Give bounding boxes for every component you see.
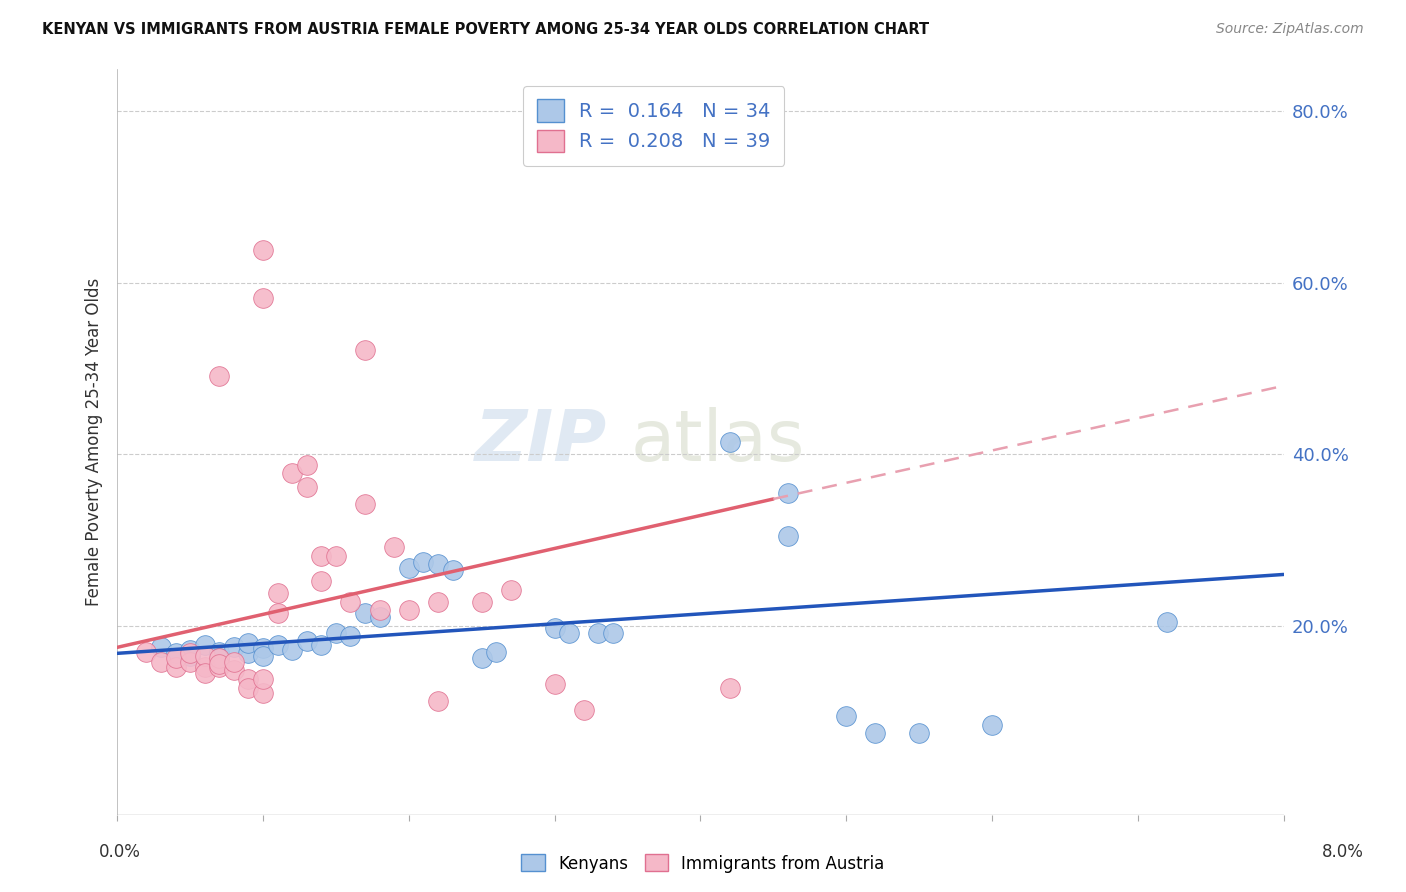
Point: [908, 726, 931, 740]
Point: [398, 560, 420, 574]
Text: Source: ZipAtlas.com: Source: ZipAtlas.com: [1216, 22, 1364, 37]
Point: [398, 603, 420, 617]
Y-axis label: Female Poverty Among 25-34 Year Olds: Female Poverty Among 25-34 Year Olds: [86, 277, 103, 606]
Point: [543, 677, 565, 691]
Point: [368, 603, 391, 617]
Point: [266, 606, 288, 620]
Point: [266, 638, 288, 652]
Point: [208, 368, 231, 383]
Point: [165, 646, 187, 660]
Point: [325, 549, 347, 563]
Point: [135, 645, 157, 659]
Point: [426, 694, 449, 708]
Point: [252, 244, 274, 258]
Point: [295, 480, 318, 494]
Point: [194, 666, 217, 681]
Point: [165, 651, 187, 665]
Point: [426, 557, 449, 571]
Point: [252, 686, 274, 700]
Point: [194, 648, 217, 663]
Point: [776, 486, 799, 500]
Text: ZIP: ZIP: [475, 407, 607, 476]
Point: [252, 641, 274, 656]
Point: [981, 717, 1004, 731]
Point: [311, 549, 333, 563]
Point: [149, 655, 172, 669]
Point: [165, 660, 187, 674]
Point: [441, 563, 464, 577]
Point: [311, 638, 333, 652]
Point: [776, 529, 799, 543]
Point: [238, 672, 260, 686]
Point: [354, 606, 377, 620]
Point: [238, 681, 260, 695]
Point: [1156, 615, 1178, 629]
Point: [485, 645, 508, 659]
Point: [194, 660, 217, 674]
Point: [266, 586, 288, 600]
Point: [588, 625, 610, 640]
Point: [835, 709, 858, 723]
Text: 0.0%: 0.0%: [98, 843, 141, 861]
Point: [412, 555, 434, 569]
Legend: Kenyans, Immigrants from Austria: Kenyans, Immigrants from Austria: [515, 847, 891, 880]
Point: [252, 648, 274, 663]
Point: [295, 458, 318, 472]
Point: [471, 651, 494, 665]
Point: [179, 648, 201, 663]
Point: [281, 643, 304, 657]
Point: [426, 595, 449, 609]
Legend: R =  0.164   N = 34, R =  0.208   N = 39: R = 0.164 N = 34, R = 0.208 N = 39: [523, 86, 785, 166]
Point: [149, 640, 172, 655]
Point: [325, 625, 347, 640]
Point: [368, 610, 391, 624]
Point: [339, 595, 361, 609]
Point: [179, 646, 201, 660]
Point: [865, 726, 887, 740]
Point: [179, 643, 201, 657]
Point: [471, 595, 494, 609]
Point: [238, 636, 260, 650]
Point: [295, 634, 318, 648]
Point: [208, 645, 231, 659]
Text: 8.0%: 8.0%: [1322, 843, 1364, 861]
Point: [281, 467, 304, 481]
Point: [718, 681, 741, 695]
Point: [238, 646, 260, 660]
Point: [208, 651, 231, 665]
Point: [572, 703, 595, 717]
Point: [718, 434, 741, 449]
Point: [339, 629, 361, 643]
Point: [602, 625, 624, 640]
Point: [208, 657, 231, 672]
Point: [354, 497, 377, 511]
Point: [208, 660, 231, 674]
Point: [194, 638, 217, 652]
Point: [252, 291, 274, 305]
Point: [222, 664, 245, 678]
Point: [543, 621, 565, 635]
Point: [354, 343, 377, 357]
Point: [499, 582, 522, 597]
Point: [222, 655, 245, 669]
Point: [558, 625, 581, 640]
Point: [179, 655, 201, 669]
Point: [382, 540, 405, 554]
Text: atlas: atlas: [630, 407, 804, 476]
Point: [222, 640, 245, 655]
Point: [311, 574, 333, 589]
Text: KENYAN VS IMMIGRANTS FROM AUSTRIA FEMALE POVERTY AMONG 25-34 YEAR OLDS CORRELATI: KENYAN VS IMMIGRANTS FROM AUSTRIA FEMALE…: [42, 22, 929, 37]
Point: [208, 651, 231, 665]
Point: [252, 672, 274, 686]
